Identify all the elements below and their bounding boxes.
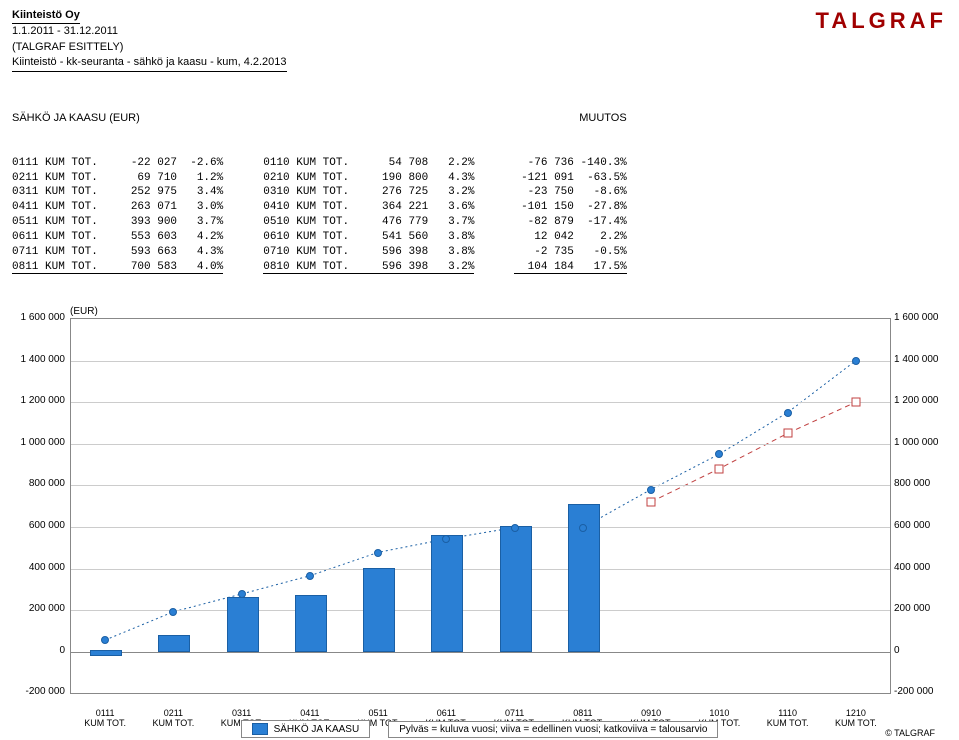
bar <box>90 650 122 657</box>
y-tick-right: 200 000 <box>894 603 949 614</box>
y-tick-right: 800 000 <box>894 478 949 489</box>
legend-swatch <box>252 723 268 735</box>
line-dot <box>852 357 860 365</box>
plot-area: 0111KUM TOT.0211KUM TOT.0311KUM TOT.0411… <box>70 318 891 694</box>
y-tick-right: 400 000 <box>894 562 949 573</box>
y-tick-right: 1 200 000 <box>894 395 949 406</box>
y-tick-left: 1 000 000 <box>10 437 65 448</box>
line-square <box>851 398 860 407</box>
y-tick-left: 200 000 <box>10 603 65 614</box>
header-note: (TALGRAF ESITTELY) <box>12 40 287 55</box>
line-dot <box>169 608 177 616</box>
line-square <box>715 464 724 473</box>
line-dot <box>647 486 655 494</box>
y-tick-left: -200 000 <box>10 686 65 697</box>
logo: TALGRAF <box>816 8 947 34</box>
line-dot <box>306 572 314 580</box>
chart: (EUR) 0111KUM TOT.0211KUM TOT.0311KUM TO… <box>12 310 947 740</box>
line-dot <box>101 636 109 644</box>
line-dot <box>511 524 519 532</box>
table-left: SÄHKÖ JA KAASU (EUR) 0111 KUM TOT. -22 0… <box>12 82 223 305</box>
line-dot <box>784 409 792 417</box>
header: Kiinteistö Oy 1.1.2011 - 31.12.2011 (TAL… <box>12 8 947 72</box>
y-tick-right: 1 000 000 <box>894 437 949 448</box>
line-dot <box>442 535 450 543</box>
subtitle: Kiinteistö - kk-seuranta - sähkö ja kaas… <box>12 55 287 71</box>
y-tick-right: 0 <box>894 645 949 656</box>
bar <box>227 597 259 652</box>
line-dot <box>579 524 587 532</box>
y-tick-right: 600 000 <box>894 520 949 531</box>
legend: SÄHKÖ JA KAASU Pylväs = kuluva vuosi; vi… <box>70 720 889 738</box>
y-tick-left: 1 600 000 <box>10 312 65 323</box>
line-square <box>647 498 656 507</box>
data-tables: SÄHKÖ JA KAASU (EUR) 0111 KUM TOT. -22 0… <box>12 82 947 305</box>
bar <box>295 595 327 652</box>
y-tick-left: 0 <box>10 645 65 656</box>
y-tick-right: -200 000 <box>894 686 949 697</box>
bar <box>500 526 532 651</box>
table-right: MUUTOS -76 736 -140.3% -121 091 -63.5% -… <box>514 82 626 305</box>
table-right-title: MUUTOS <box>514 111 626 126</box>
bar <box>363 568 395 652</box>
company-name: Kiinteistö Oy <box>12 8 80 24</box>
bar <box>158 635 190 651</box>
line-square <box>783 429 792 438</box>
legend-series: SÄHKÖ JA KAASU <box>241 720 371 738</box>
y-tick-left: 1 400 000 <box>10 354 65 365</box>
table-mid: 0110 KUM TOT. 54 708 2.2% 0210 KUM TOT. … <box>263 82 474 305</box>
y-tick-left: 800 000 <box>10 478 65 489</box>
bar <box>431 535 463 652</box>
copyright: © TALGRAF <box>885 728 935 738</box>
y-tick-left: 1 200 000 <box>10 395 65 406</box>
table-left-title: SÄHKÖ JA KAASU (EUR) <box>12 111 223 126</box>
line-dot <box>374 549 382 557</box>
legend-note: Pylväs = kuluva vuosi; viiva = edellinen… <box>388 721 718 738</box>
y-tick-right: 1 600 000 <box>894 312 949 323</box>
period: 1.1.2011 - 31.12.2011 <box>12 24 287 39</box>
y-tick-left: 600 000 <box>10 520 65 531</box>
y-tick-left: 400 000 <box>10 562 65 573</box>
line-dot <box>238 590 246 598</box>
y-tick-right: 1 400 000 <box>894 354 949 365</box>
eur-label: (EUR) <box>70 306 98 317</box>
line-dot <box>715 450 723 458</box>
